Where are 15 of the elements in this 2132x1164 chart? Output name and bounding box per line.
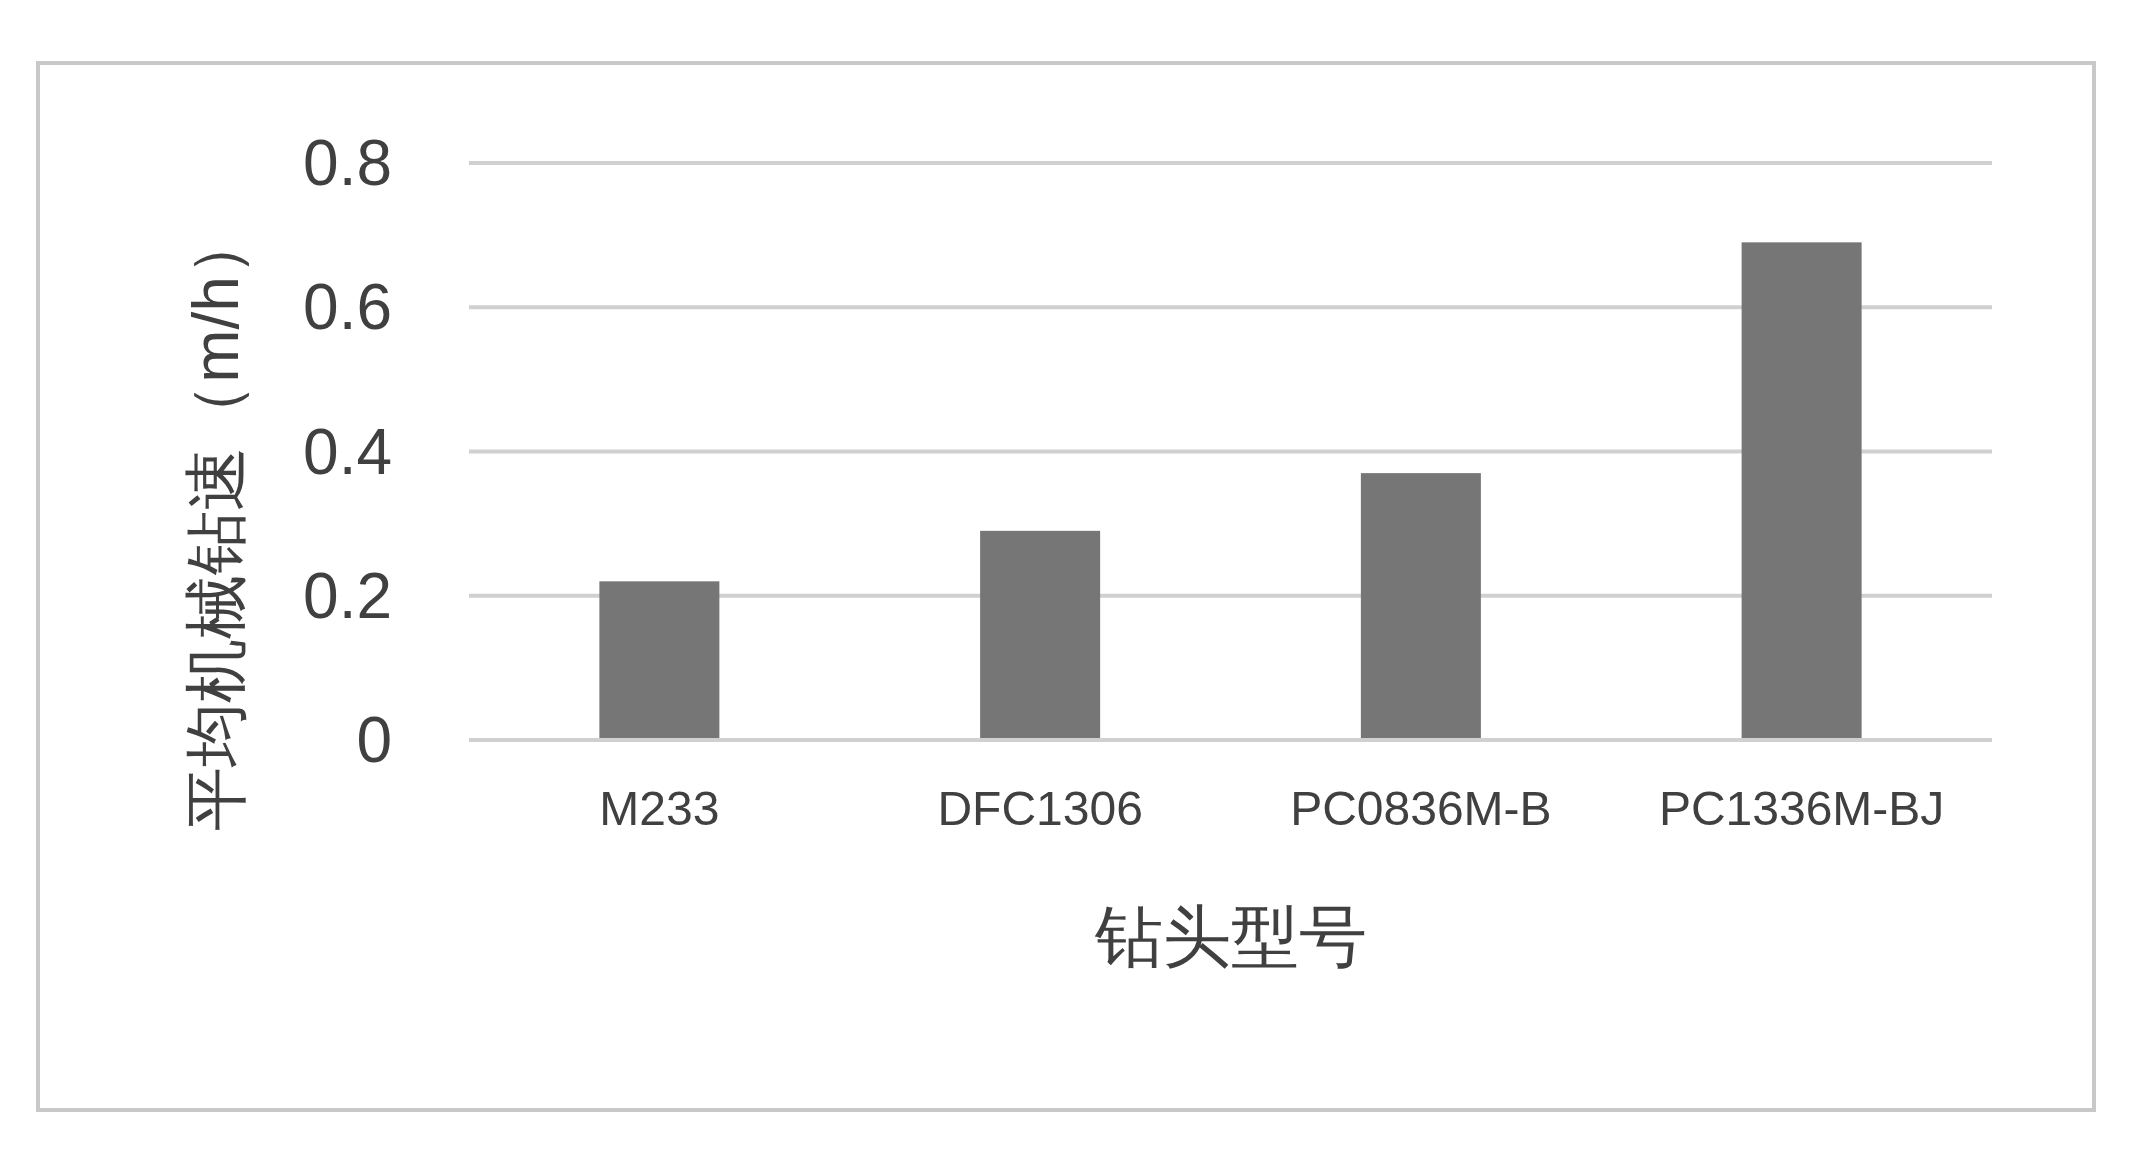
bar (599, 581, 720, 740)
x-tick-label: DFC1306 (937, 782, 1143, 835)
x-tick-label: PC0836M-B (1290, 782, 1552, 835)
x-tick-label: PC1336M-BJ (1658, 782, 1945, 835)
y-axis-title: 平均机械钻速（m/h） (180, 212, 252, 831)
y-tick-label: 0.2 (303, 559, 392, 632)
bar (980, 530, 1101, 740)
x-tick-label: M233 (599, 782, 720, 835)
y-tick-label: 0.8 (303, 127, 392, 199)
y-tick-label: 0.4 (303, 415, 392, 488)
x-axis-title: 钻头型号 (1093, 898, 1367, 974)
y-tick-label: 0.6 (303, 271, 392, 344)
bar (1360, 473, 1481, 740)
bar (1741, 242, 1862, 740)
y-tick-label: 0 (356, 704, 392, 776)
